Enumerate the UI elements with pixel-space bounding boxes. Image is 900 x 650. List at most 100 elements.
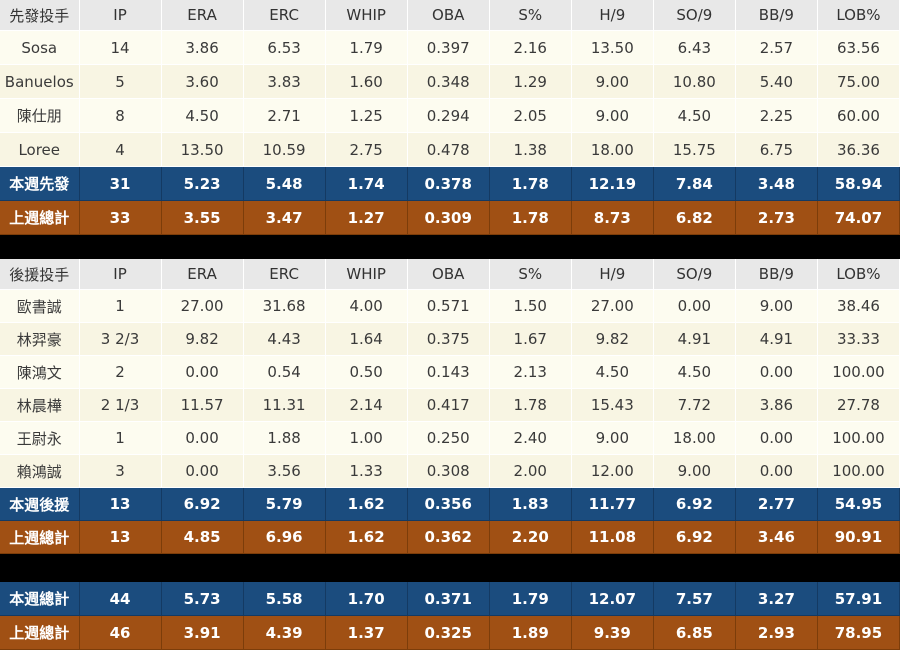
stat-cell: 3.48 — [735, 166, 818, 201]
stat-cell: 5.73 — [161, 582, 244, 616]
stat-cell: 4.43 — [243, 322, 326, 356]
stat-cell: 2.73 — [735, 200, 818, 235]
stat-cell: 0.371 — [407, 582, 490, 616]
stat-cell: 0.397 — [407, 30, 490, 65]
table-row: 本週先發 31 5.23 5.48 1.74 0.378 1.78 12.19 7.84 3.48… — [0, 166, 900, 201]
stat-cell: 74.07 — [817, 200, 900, 235]
column-header: LOB% — [817, 259, 900, 290]
stat-cell: 4.50 — [653, 98, 736, 133]
stat-cell: 0.348 — [407, 64, 490, 99]
stat-cell: 33 — [79, 200, 162, 235]
stat-cell: 0.00 — [161, 454, 244, 488]
stat-cell: 1.00 — [325, 421, 408, 455]
table-row: 林羿豪 3 2/3 9.82 4.43 1.64 0.375 1.67 9.82 4.91 4.9… — [0, 322, 900, 356]
row-label: 本週後援 — [0, 487, 80, 521]
stat-cell: 1.60 — [325, 64, 408, 99]
column-header: IP — [79, 0, 162, 31]
stat-cell: 3.60 — [161, 64, 244, 99]
stat-cell: 1.79 — [325, 30, 408, 65]
table-row: 陳鴻文 2 0.00 0.54 0.50 0.143 2.13 4.50 4.50 0.00 100… — [0, 355, 900, 389]
stat-cell: 58.94 — [817, 166, 900, 201]
column-header: ERC — [243, 259, 326, 290]
stat-cell: 1 — [79, 289, 162, 323]
stat-cell: 0.417 — [407, 388, 490, 422]
stat-cell: 7.57 — [653, 582, 736, 616]
column-header-row: 後援投手 IP ERA ERC WHIP OBA S% H/9 SO/9 BB/9 LOB% — [0, 259, 900, 290]
stat-cell: 0.308 — [407, 454, 490, 488]
column-header: SO/9 — [653, 259, 736, 290]
column-header: ERA — [161, 0, 244, 31]
stat-cell: 2.77 — [735, 487, 818, 521]
stat-cell: 4.91 — [735, 322, 818, 356]
column-header: OBA — [407, 259, 490, 290]
stat-cell: 1.74 — [325, 166, 408, 201]
stat-cell: 4.39 — [243, 615, 326, 650]
stat-cell: 27.00 — [161, 289, 244, 323]
row-label: 本週總計 — [0, 582, 80, 616]
stat-cell: 15.75 — [653, 132, 736, 167]
stat-cell: 0.00 — [735, 454, 818, 488]
stat-cell: 1.62 — [325, 520, 408, 554]
stat-cell: 57.91 — [817, 582, 900, 616]
stat-cell: 1.78 — [489, 166, 572, 201]
stat-cell: 1.25 — [325, 98, 408, 133]
stat-cell: 0.294 — [407, 98, 490, 133]
stat-cell: 60.00 — [817, 98, 900, 133]
column-header: BB/9 — [735, 259, 818, 290]
stat-cell: 9.00 — [571, 421, 654, 455]
stat-cell: 8 — [79, 98, 162, 133]
stat-cell: 0.250 — [407, 421, 490, 455]
stat-cell: 4.91 — [653, 322, 736, 356]
stat-cell: 10.59 — [243, 132, 326, 167]
stat-cell: 100.00 — [817, 355, 900, 389]
stat-cell: 9.00 — [571, 98, 654, 133]
stat-cell: 9.82 — [571, 322, 654, 356]
stat-cell: 11.08 — [571, 520, 654, 554]
stat-cell: 7.72 — [653, 388, 736, 422]
stat-cell: 0.00 — [161, 421, 244, 455]
stat-cell: 5.79 — [243, 487, 326, 521]
stat-cell: 6.92 — [653, 520, 736, 554]
table-row: 陳仕朋 8 4.50 2.71 1.25 0.294 2.05 9.00 4.50 2.25 60.… — [0, 98, 900, 133]
stat-cell: 3.47 — [243, 200, 326, 235]
starters-table: 先發投手 IP ERA ERC WHIP OBA S% H/9 SO/9 BB/9 LOB% Sosa… — [0, 0, 900, 235]
stat-cell: 27.78 — [817, 388, 900, 422]
stat-cell: 3.27 — [735, 582, 818, 616]
column-header: ERC — [243, 0, 326, 31]
table-row: 賴鴻誠 3 0.00 3.56 1.33 0.308 2.00 12.00 9.00 0.00 10… — [0, 454, 900, 488]
stat-cell: 12.00 — [571, 454, 654, 488]
stat-cell: 6.75 — [735, 132, 818, 167]
stat-cell: 6.82 — [653, 200, 736, 235]
stat-cell: 2.00 — [489, 454, 572, 488]
table-row: 上週總計 33 3.55 3.47 1.27 0.309 1.78 8.73 6.82 2.73 7… — [0, 200, 900, 235]
stat-cell: 75.00 — [817, 64, 900, 99]
row-label: 林羿豪 — [0, 322, 80, 356]
stat-cell: 0.356 — [407, 487, 490, 521]
column-header: H/9 — [571, 0, 654, 31]
stat-cell: 0.00 — [735, 355, 818, 389]
table-row: 上週總計 13 4.85 6.96 1.62 0.362 2.20 11.08 6.92 3.46… — [0, 520, 900, 554]
stat-cell: 0.478 — [407, 132, 490, 167]
stat-cell: 13 — [79, 520, 162, 554]
stat-cell: 0.50 — [325, 355, 408, 389]
stat-cell: 6.53 — [243, 30, 326, 65]
stat-cell: 3.46 — [735, 520, 818, 554]
column-header: WHIP — [325, 259, 408, 290]
stat-cell: 0.00 — [653, 289, 736, 323]
stat-cell: 1.78 — [489, 200, 572, 235]
stat-cell: 100.00 — [817, 421, 900, 455]
stat-cell: 14 — [79, 30, 162, 65]
stat-cell: 15.43 — [571, 388, 654, 422]
column-header: ERA — [161, 259, 244, 290]
stat-cell: 5.48 — [243, 166, 326, 201]
stat-cell: 3.56 — [243, 454, 326, 488]
stat-cell: 5 — [79, 64, 162, 99]
stat-cell: 27.00 — [571, 289, 654, 323]
stat-cell: 3.86 — [735, 388, 818, 422]
separator-band — [0, 235, 900, 259]
stat-cell: 1.78 — [489, 388, 572, 422]
column-header: SO/9 — [653, 0, 736, 31]
stat-cell: 1.27 — [325, 200, 408, 235]
row-label: 上週總計 — [0, 520, 80, 554]
